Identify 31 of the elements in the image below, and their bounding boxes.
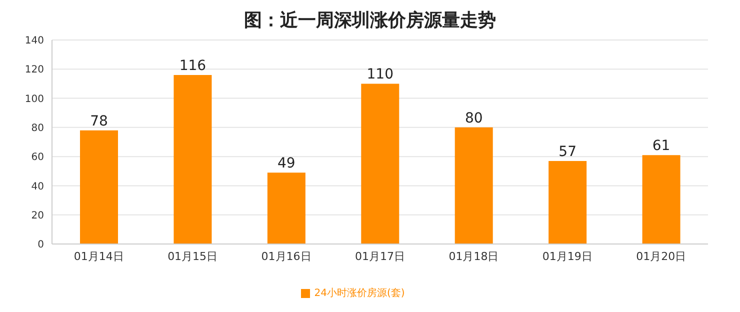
bar	[454, 127, 493, 244]
data-label: 57	[558, 144, 576, 160]
x-tick-label: 01月17日	[355, 250, 405, 263]
data-label: 80	[464, 110, 483, 126]
bar	[548, 160, 587, 244]
y-tick-label: 0	[38, 240, 44, 251]
data-label: 116	[179, 58, 206, 74]
x-tick-label: 01月19日	[542, 250, 592, 263]
y-tick-label: 40	[31, 181, 44, 192]
y-tick-label: 20	[31, 210, 44, 222]
data-label: 49	[278, 156, 296, 172]
x-tick-label: 01月15日	[168, 250, 218, 263]
y-tick-label: 140	[24, 36, 44, 47]
bar	[174, 74, 212, 244]
bar	[80, 130, 118, 244]
x-tick-label: 01月20日	[636, 250, 686, 263]
bar	[267, 172, 306, 244]
data-label: 110	[366, 66, 394, 83]
data-label: 78	[90, 113, 108, 130]
x-tick-label: 01月14日	[74, 250, 124, 263]
data-label: 61	[652, 138, 670, 154]
x-tick-label: 01月18日	[448, 250, 499, 263]
chart-title: 图：近一周深圳涨价房源量走势	[243, 9, 497, 33]
y-tick-label: 100	[24, 94, 44, 105]
legend-label: 24小时涨价房源(套)	[314, 288, 405, 299]
bar	[361, 84, 400, 244]
bar	[642, 155, 680, 244]
y-tick-label: 60	[31, 152, 44, 164]
y-tick-label: 80	[31, 122, 44, 134]
y-tick-label: 120	[24, 64, 44, 76]
x-tick-label: 01月16日	[261, 250, 312, 263]
